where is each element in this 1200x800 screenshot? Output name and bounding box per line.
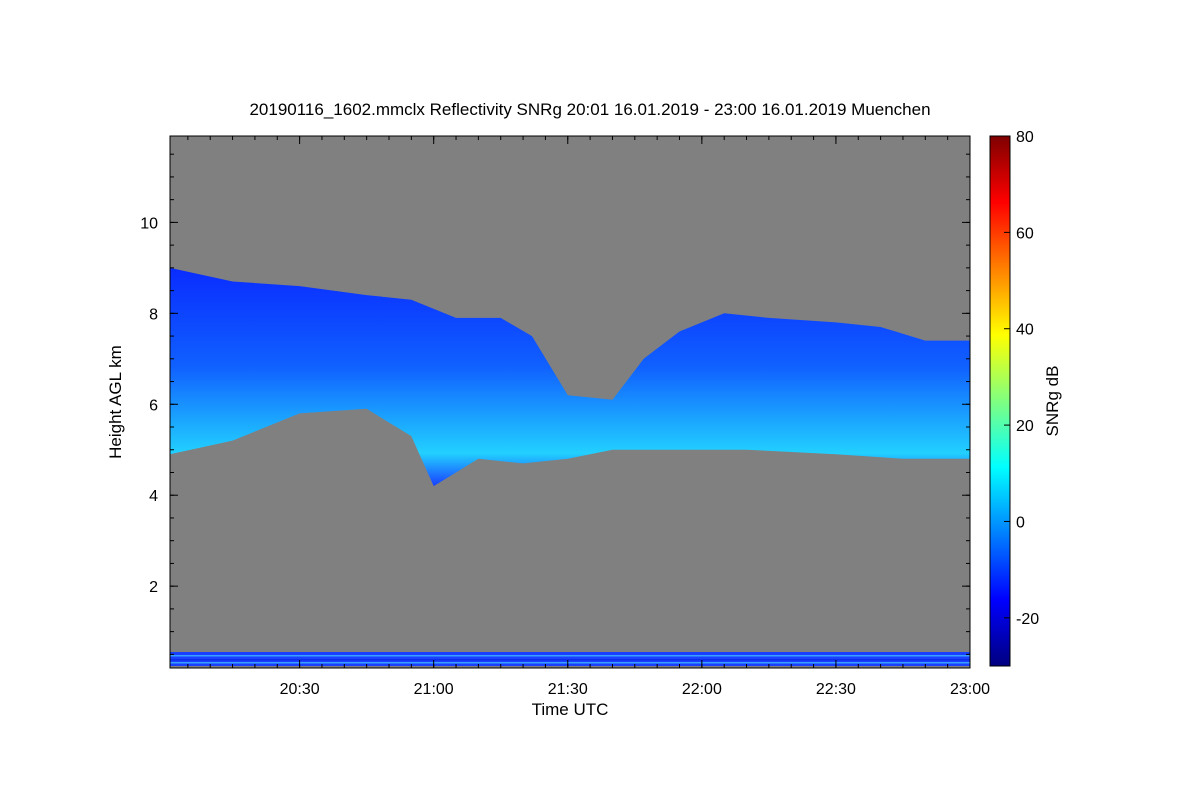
y-tick-label: 6: [149, 397, 158, 414]
y-tick-label: 4: [149, 488, 158, 505]
plot-frame: [169, 135, 971, 669]
y-tick-label: 8: [149, 306, 158, 323]
surface-echo-band: [170, 652, 970, 666]
y-ticks: 2 4 6 8 10: [140, 153, 970, 655]
cloud-layer: [170, 267, 970, 487]
x-tick-label: 22:30: [816, 681, 856, 698]
colorbar-tick-label: 20: [1016, 418, 1034, 435]
colorbar-tick-label: 60: [1016, 225, 1034, 242]
colorbar-tick-label: -20: [1016, 611, 1039, 628]
y-axis-label: Height AGL km: [106, 345, 125, 459]
chart-title: 20190116_1602.mmclx Reflectivity SNRg 20…: [249, 100, 930, 119]
colorbar: [989, 135, 1011, 667]
x-tick-label: 23:00: [950, 681, 990, 698]
colorbar-tick-label: 40: [1016, 322, 1034, 339]
cloud-region: [170, 267, 970, 487]
colorbar-ticks: -20 0 20 40 60 80: [1004, 129, 1039, 628]
y-tick-label: 10: [140, 215, 158, 232]
colorbar-label: SNRg dB: [1043, 366, 1062, 437]
y-tick-label: 2: [149, 579, 158, 596]
x-ticks: 20:30 21:00 21:30 22:00 22:30 23:00: [187, 136, 990, 698]
colorbar-tick-label: 80: [1016, 129, 1034, 146]
x-tick-label: 22:00: [682, 681, 722, 698]
x-tick-label: 21:00: [414, 681, 454, 698]
colorbar-tick-label: 0: [1016, 514, 1025, 531]
x-tick-label: 20:30: [280, 681, 320, 698]
x-axis-label: Time UTC: [532, 700, 609, 719]
x-tick-label: 21:30: [548, 681, 588, 698]
